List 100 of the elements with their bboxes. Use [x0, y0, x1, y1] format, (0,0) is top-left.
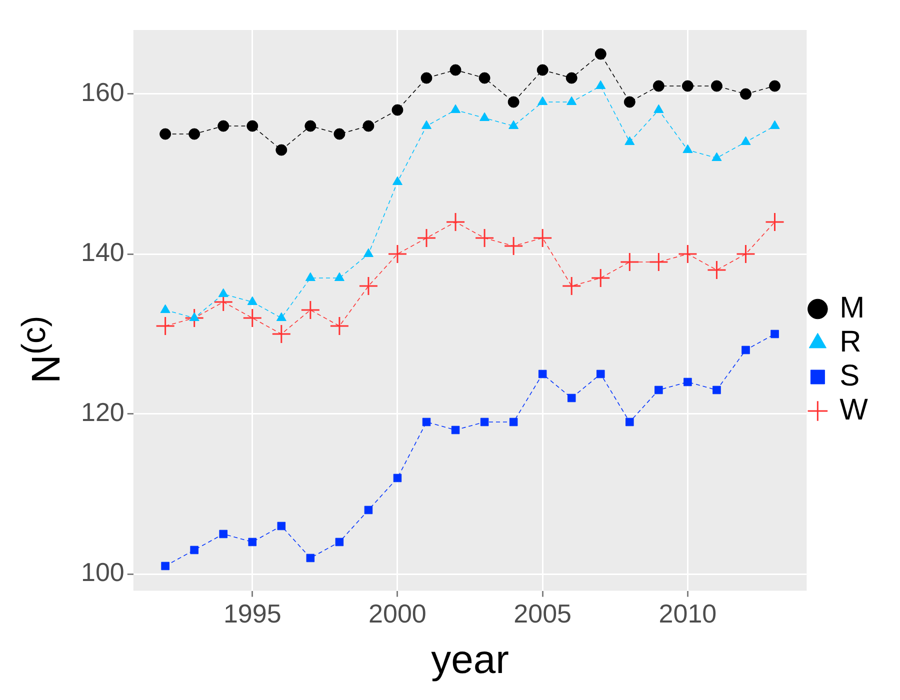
- y-tick-label: 120: [80, 397, 124, 428]
- point: [161, 562, 170, 570]
- point: [684, 378, 692, 386]
- point: [362, 120, 374, 132]
- point: [246, 120, 258, 132]
- point: [567, 394, 576, 402]
- point: [769, 80, 781, 92]
- point: [364, 506, 373, 514]
- point: [451, 426, 460, 434]
- point: [334, 128, 346, 140]
- x-tick-label: 2010: [658, 598, 717, 629]
- x-tick-label: 2005: [514, 598, 572, 629]
- point: [334, 272, 344, 281]
- point: [624, 136, 635, 145]
- point: [480, 418, 489, 426]
- point: [712, 386, 721, 394]
- point: [330, 316, 350, 336]
- point: [242, 308, 262, 328]
- point: [596, 370, 605, 378]
- point: [682, 144, 693, 153]
- point: [770, 330, 779, 338]
- point: [566, 72, 578, 84]
- point: [188, 128, 200, 140]
- point: [190, 546, 198, 554]
- point: [532, 228, 552, 248]
- point: [652, 80, 664, 92]
- point: [538, 370, 547, 378]
- point: [422, 418, 431, 426]
- point: [508, 120, 519, 129]
- y-tick-label: 100: [80, 557, 124, 588]
- legend-label: R: [840, 325, 862, 358]
- point: [276, 144, 288, 156]
- point: [305, 272, 316, 281]
- point: [392, 176, 402, 185]
- point: [420, 72, 432, 84]
- point: [277, 522, 286, 530]
- point: [562, 276, 582, 296]
- point: [480, 112, 490, 121]
- point: [218, 120, 230, 132]
- legend-label: S: [840, 359, 860, 392]
- x-tick-label: 2000: [368, 598, 426, 629]
- y-tick-label: 160: [80, 77, 124, 108]
- point: [474, 228, 494, 248]
- point: [596, 80, 606, 89]
- point: [654, 386, 663, 394]
- point: [742, 346, 750, 354]
- point: [416, 228, 436, 248]
- point: [678, 244, 698, 264]
- point: [189, 312, 200, 321]
- point: [538, 96, 548, 105]
- point: [712, 152, 722, 161]
- point: [710, 80, 722, 92]
- point: [276, 312, 286, 321]
- point: [740, 88, 752, 100]
- point: [648, 252, 668, 272]
- point: [736, 244, 756, 264]
- point: [363, 248, 374, 257]
- point: [509, 418, 518, 426]
- point: [184, 308, 204, 328]
- point: [160, 304, 170, 313]
- point: [740, 136, 751, 145]
- point: [508, 96, 520, 108]
- point: [682, 80, 694, 92]
- point: [770, 120, 780, 129]
- point: [219, 530, 228, 538]
- point: [446, 212, 466, 232]
- point: [626, 418, 634, 426]
- point: [300, 300, 320, 320]
- x-tick-label: 1995: [223, 598, 282, 629]
- point: [590, 268, 610, 288]
- point: [504, 236, 524, 256]
- point: [536, 64, 548, 76]
- legend-label: M: [840, 291, 865, 324]
- point: [248, 538, 257, 546]
- point: [450, 64, 462, 76]
- point: [218, 288, 228, 297]
- legend-label: W: [840, 393, 869, 426]
- point: [566, 96, 577, 105]
- point: [156, 316, 176, 336]
- point: [594, 48, 606, 60]
- point: [654, 104, 664, 113]
- point: [478, 72, 490, 84]
- point: [392, 104, 404, 116]
- point: [358, 276, 378, 296]
- point: [306, 554, 315, 562]
- point: [624, 96, 636, 108]
- point: [765, 212, 785, 232]
- y-tick-label: 140: [80, 237, 124, 268]
- point: [247, 296, 258, 305]
- point: [160, 128, 172, 140]
- point: [393, 474, 402, 482]
- point: [272, 324, 292, 344]
- point: [706, 260, 726, 280]
- x-axis-title: year: [431, 638, 509, 682]
- point: [450, 104, 461, 113]
- point: [421, 120, 432, 129]
- point: [335, 538, 344, 546]
- point: [304, 120, 316, 132]
- point: [620, 252, 640, 272]
- point: [388, 244, 408, 264]
